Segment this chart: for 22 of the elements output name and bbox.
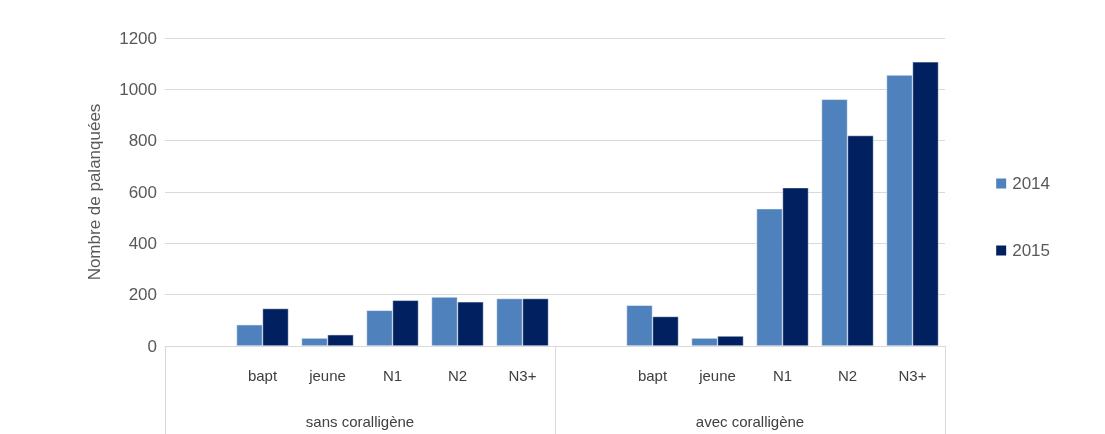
y-tick-label: 1200 (119, 28, 157, 48)
x-tick-label: N3+ (508, 367, 537, 384)
x-tick-label: jeune (698, 367, 736, 384)
y-tick-label: 200 (128, 285, 157, 305)
y-tick-label: 600 (128, 182, 157, 202)
text: avec coralligène (695, 413, 805, 430)
y-tick-label: 400 (128, 233, 157, 253)
y-tick-label: 800 (128, 131, 157, 151)
x-tick-label: N3+ (898, 367, 927, 384)
x-tick-label: N2 (447, 367, 468, 384)
legend-label: 2015 (1012, 241, 1051, 260)
x-tick-label: N1 (772, 367, 793, 384)
x-tick-label: bapt (637, 367, 668, 384)
y-tick-label: 1000 (119, 79, 157, 99)
x-tick-label: N1 (382, 367, 403, 384)
y-tick-label: 0 (147, 336, 157, 356)
x-tick-label: N2 (837, 367, 858, 384)
x-tick-label: bapt (247, 367, 278, 384)
legend-label: 2014 (1012, 174, 1051, 193)
y-axis-title: Nombre de palanquées (85, 103, 104, 281)
text: sans coralligène (305, 413, 415, 430)
x-tick-label: jeune (308, 367, 346, 384)
